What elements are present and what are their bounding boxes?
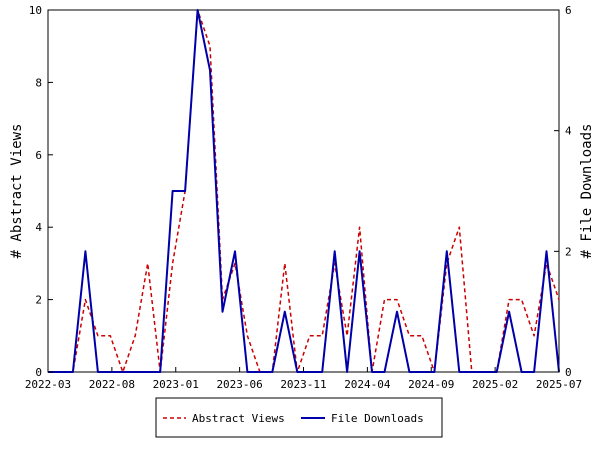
x-tick-label: 2022-08	[89, 378, 135, 391]
x-tick-label: 2023-01	[153, 378, 199, 391]
y-left-tick-label: 0	[35, 366, 42, 379]
legend: Abstract Views File Downloads	[155, 397, 443, 438]
x-tick-label: 2022-03	[25, 378, 71, 391]
y-right-tick-label: 4	[565, 125, 572, 138]
y-right-tick-label: 2	[565, 245, 572, 258]
x-tick-label: 2025-07	[536, 378, 582, 391]
axis-ticks: 0 2 4 6 8 10 0 2 4 6 2022-03 2022-08 2023-01 2023-06 2…	[25, 4, 582, 391]
y-left-tick-label: 2	[35, 294, 42, 307]
y-left-tick-label: 4	[35, 221, 42, 234]
y-axis-right-title: # File Downloads	[579, 124, 595, 259]
legend-box	[155, 397, 443, 438]
x-tick-label: 2024-04	[344, 378, 391, 391]
y-axis-left-title: # Abstract Views	[9, 124, 25, 259]
x-tick-label: 2023-11	[280, 378, 326, 391]
y-right-tick-label: 6	[565, 4, 572, 17]
y-left-tick-label: 6	[35, 149, 42, 162]
legend-label-abstract-views: Abstract Views	[192, 412, 285, 425]
y-left-tick-label: 10	[29, 4, 42, 17]
y-left-tick-label: 8	[35, 76, 42, 89]
x-tick-label: 2023-06	[216, 378, 262, 391]
x-tick-label: 2024-09	[408, 378, 454, 391]
x-tick-label: 2025-02	[472, 378, 518, 391]
y-right-tick-label: 0	[565, 366, 572, 379]
legend-label-file-downloads: File Downloads	[331, 412, 424, 425]
